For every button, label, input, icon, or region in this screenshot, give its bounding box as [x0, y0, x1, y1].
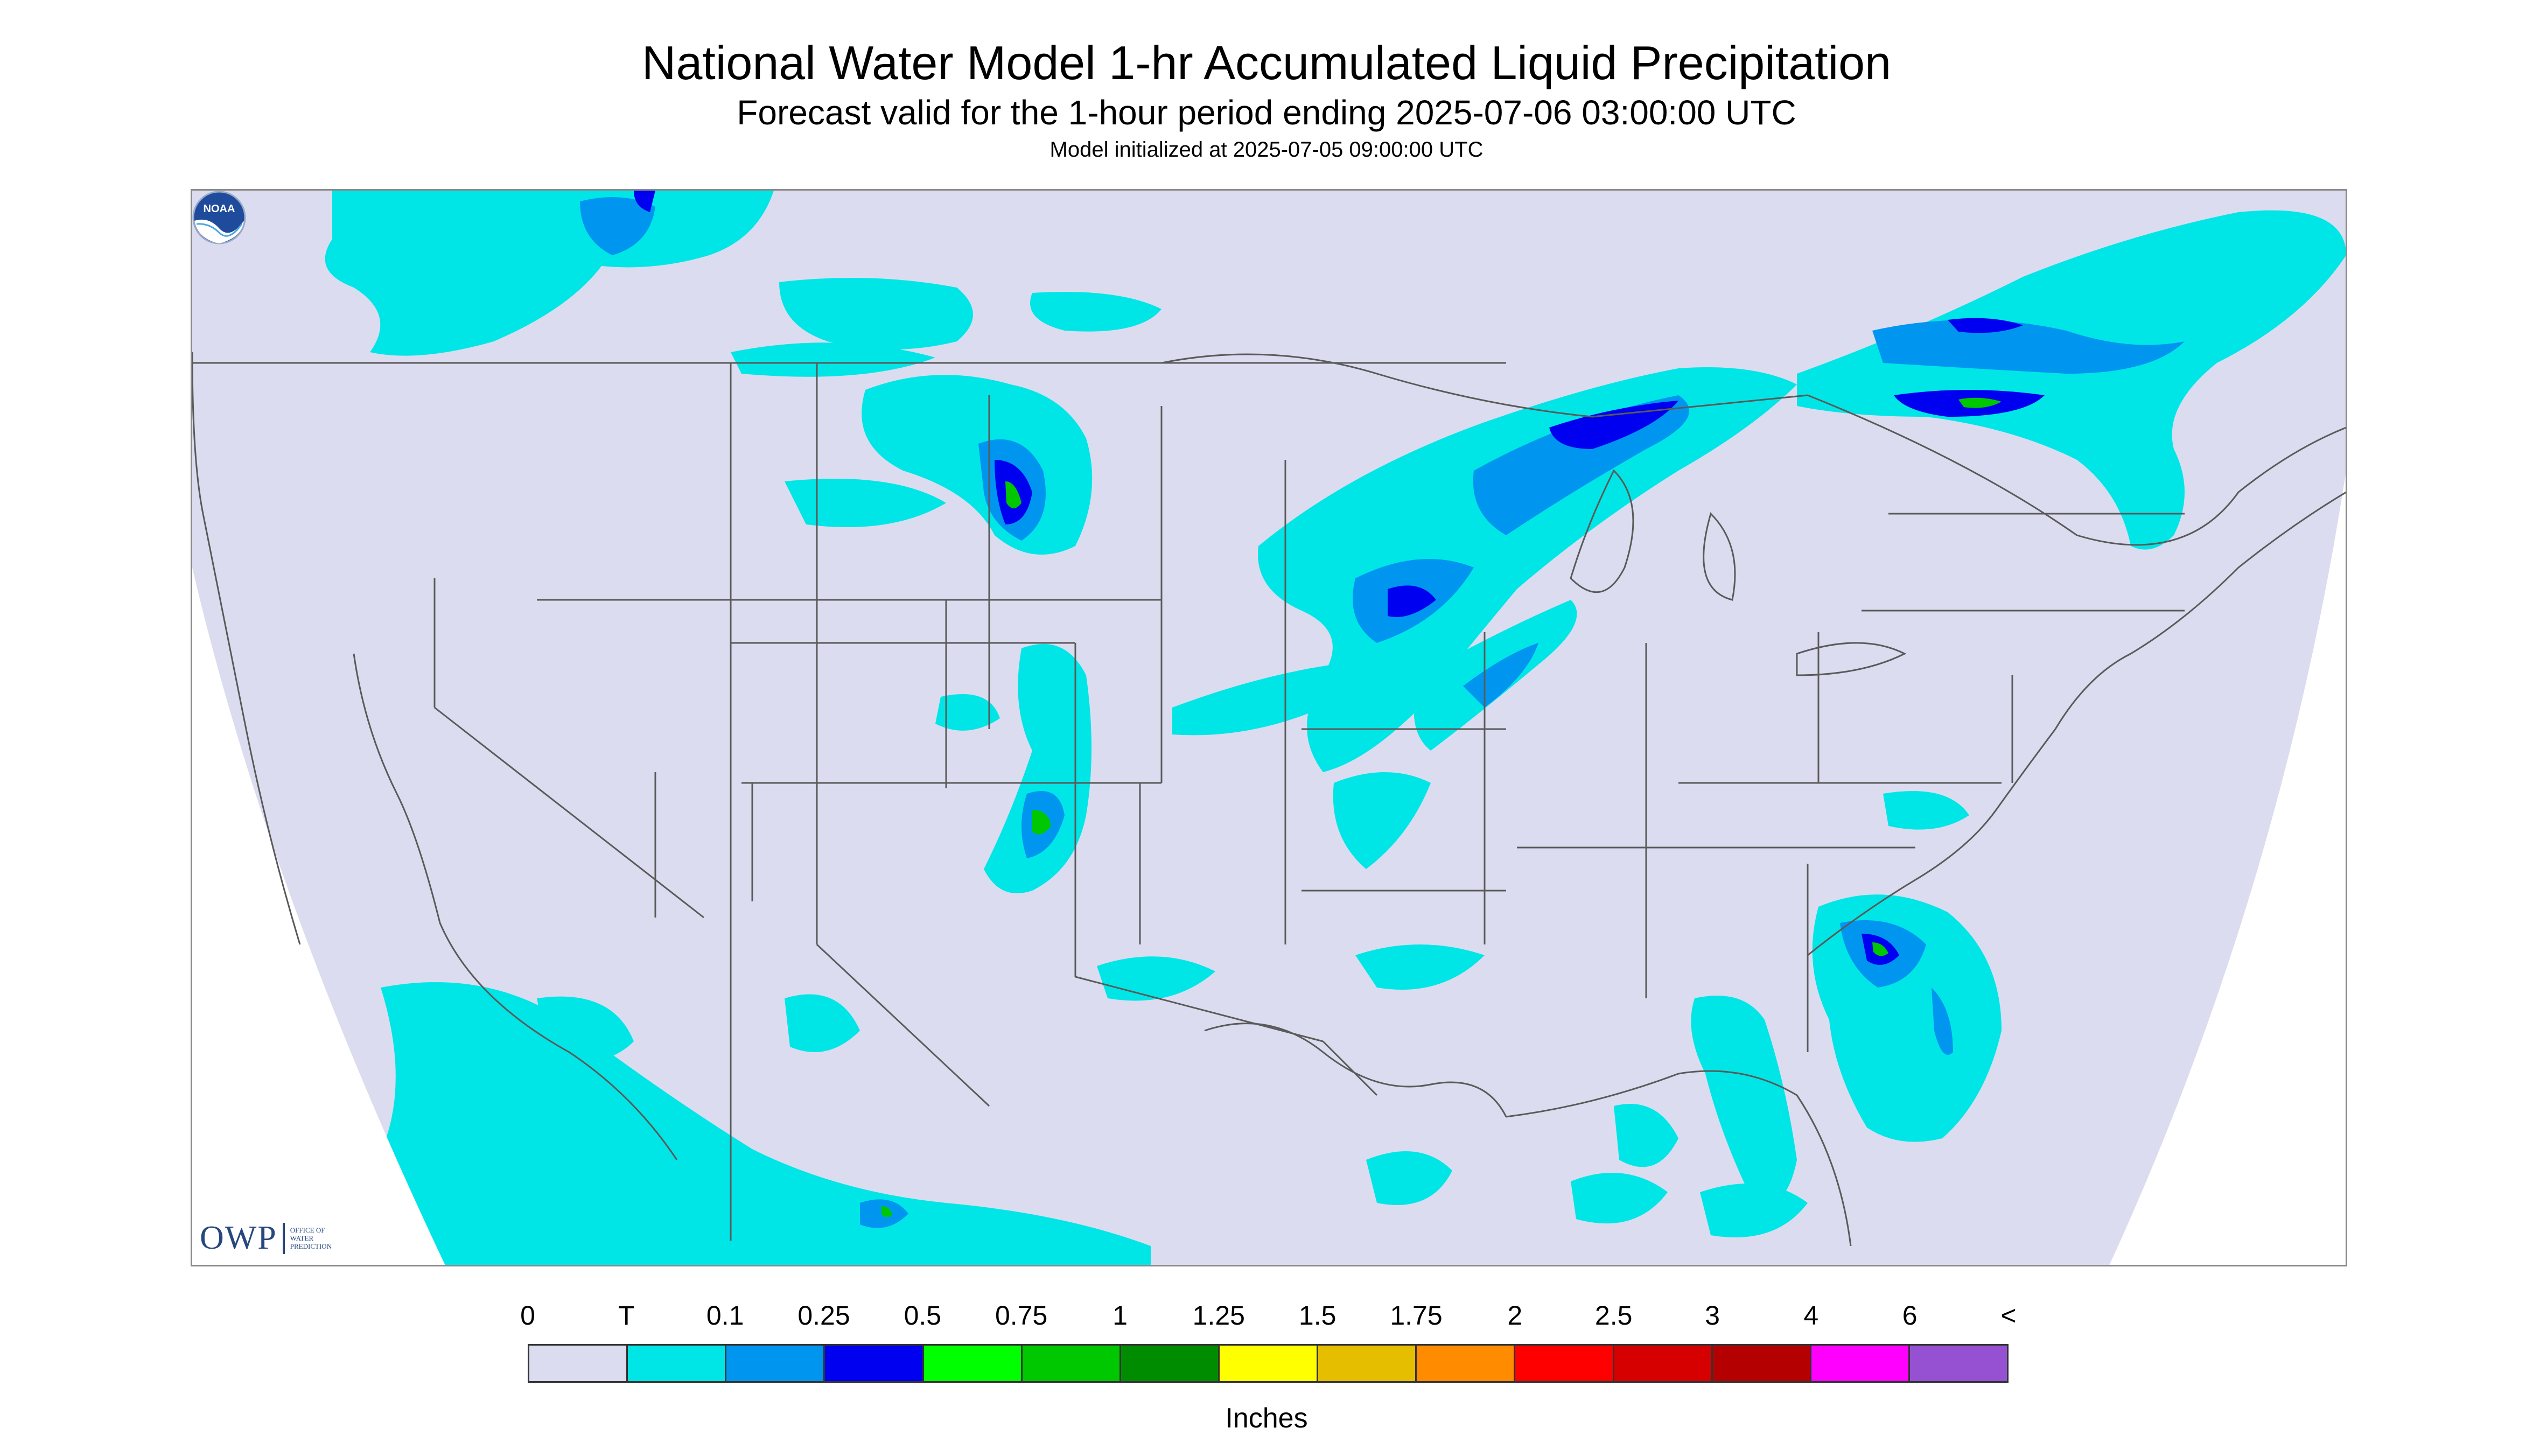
legend-tick-label: 0 — [520, 1300, 535, 1331]
legend-tick-label: 1.25 — [1192, 1300, 1245, 1331]
legend-swatch — [1515, 1346, 1614, 1381]
legend-tick-label: 0.1 — [706, 1300, 744, 1331]
precip-gulf — [1097, 944, 1808, 1237]
legend-swatch — [1121, 1346, 1220, 1381]
legend-tick-label: 0.75 — [995, 1300, 1048, 1331]
legend-tick-label: 1.75 — [1390, 1300, 1443, 1331]
legend-swatch — [1318, 1346, 1417, 1381]
legend-swatch — [1909, 1346, 2007, 1381]
legend-swatch — [1022, 1346, 1121, 1381]
state-boundaries — [192, 352, 2346, 1247]
precip-southeast — [1614, 791, 2002, 1205]
precip-canada-west — [325, 191, 1161, 377]
owp-logo-text: OWP — [200, 1220, 277, 1256]
noaa-logo-icon: NOAA — [192, 191, 246, 244]
precip-map[interactable]: OWP OFFICE OF WATER PREDICTION NOAA — [191, 189, 2347, 1266]
owp-small-line: WATER — [290, 1234, 314, 1242]
precip-great-lakes — [1172, 367, 1797, 869]
legend-tick-label: 2 — [1507, 1300, 1523, 1331]
owp-logo: OWP OFFICE OF WATER PREDICTION — [200, 1219, 332, 1257]
map-subtitle: Forecast valid for the 1-hour period end… — [737, 93, 1796, 132]
precip-legend-colorbar — [528, 1344, 2009, 1383]
legend-swatch — [1712, 1346, 1811, 1381]
precip-mexico — [372, 982, 1151, 1265]
legend-tick-label: 3 — [1705, 1300, 1720, 1331]
legend-tick-label: 0.5 — [904, 1300, 942, 1331]
legend-swatch — [1219, 1346, 1319, 1381]
owp-small-line: PREDICTION — [290, 1242, 332, 1250]
map-title: National Water Model 1-hr Accumulated Li… — [641, 36, 1892, 89]
legend-tick-label: 2.5 — [1594, 1300, 1633, 1331]
legend-swatch — [825, 1346, 924, 1381]
model-init-line: Model initialized at 2025-07-05 09:00:00… — [1049, 138, 1484, 162]
legend-tick-label: 1.5 — [1298, 1300, 1337, 1331]
precip-layer — [325, 191, 2346, 1265]
owp-logo-subtext: OFFICE OF WATER PREDICTION — [290, 1226, 332, 1250]
legend-tick-label: 0.25 — [797, 1300, 850, 1331]
map-canvas — [192, 191, 2346, 1265]
owp-logo-divider — [282, 1222, 285, 1254]
legend-swatch — [1417, 1346, 1516, 1381]
legend-swatch — [1811, 1346, 1910, 1381]
legend-tick-label: 1 — [1112, 1300, 1128, 1331]
legend-swatch — [726, 1346, 825, 1381]
noaa-logo-text: NOAA — [204, 203, 235, 215]
legend-units: Inches — [1225, 1403, 1308, 1434]
precip-north-dakota — [785, 375, 1093, 555]
legend-tick-label: T — [618, 1300, 635, 1331]
owp-small-line: OFFICE OF — [290, 1226, 325, 1234]
legend-tick-label: < — [2000, 1300, 2017, 1331]
legend-tick-label: 6 — [1902, 1300, 1918, 1331]
legend-tick-label: 4 — [1803, 1300, 1819, 1331]
legend-swatch — [529, 1346, 628, 1381]
legend-swatch — [628, 1346, 727, 1381]
precip-quebec — [1797, 210, 2346, 550]
legend-swatch — [1614, 1346, 1713, 1381]
precip-colorado — [935, 643, 1091, 893]
legend-swatch — [923, 1346, 1023, 1381]
